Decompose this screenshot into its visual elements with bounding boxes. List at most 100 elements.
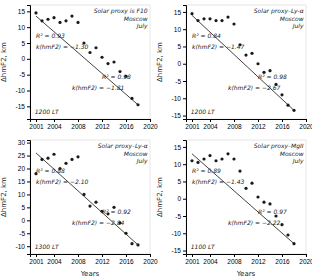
annotation: 1100 LT	[191, 243, 216, 250]
y-tick: 30	[18, 139, 30, 146]
y-tick-mark	[27, 143, 30, 144]
chart-container: 200120042008201220162020-15-10-5051015So…	[0, 0, 312, 280]
plot-frame	[186, 140, 306, 254]
y-tick: 5	[21, 204, 30, 211]
annotation: k(hmF2) = −2.10	[36, 178, 88, 185]
annotation: k(hmF2) = −1.81	[72, 84, 124, 91]
y-tick: -5	[175, 78, 186, 85]
x-tick: 2012	[95, 119, 110, 130]
y-axis-line	[183, 141, 187, 255]
x-tick-label: 2004	[47, 258, 62, 265]
x-tick: 2008	[71, 119, 86, 130]
x-axis: 200120042008201220162020	[185, 119, 312, 130]
x-tick-mark	[36, 254, 37, 257]
x-tick-label: 2016	[275, 123, 290, 130]
x-tick-mark	[210, 254, 211, 257]
panel-title: Solar proxy–Ly-αMoscowJuly	[98, 142, 148, 165]
x-tick: 2020	[299, 254, 312, 265]
x-tick-mark	[282, 119, 283, 122]
y-tick-mark	[183, 12, 186, 13]
y-tick: 10	[18, 24, 30, 31]
y-tick-mark	[183, 46, 186, 47]
y-tick-mark	[27, 169, 30, 170]
annotation: 1300 LT	[35, 243, 60, 250]
x-tick: 2008	[227, 254, 242, 265]
panel-title-line: July	[136, 22, 148, 30]
scatter-point	[52, 153, 55, 156]
scatter-point	[88, 204, 91, 207]
y-tick-mark	[183, 29, 186, 30]
figure: 200120042008201220162020-15-10-5051015So…	[0, 0, 312, 280]
y-axis: -15-10-5051015	[172, 141, 187, 255]
y-tick-label: -15	[172, 247, 182, 254]
y-tick: -5	[175, 213, 186, 220]
x-tick-mark	[78, 119, 79, 122]
panel-title-line: July	[292, 22, 304, 30]
panel-title-line: July	[292, 157, 304, 165]
scatter-point	[76, 155, 79, 158]
scatter-point	[196, 19, 199, 22]
y-tick: 0	[177, 195, 186, 202]
y-tick-label: 0	[21, 217, 25, 224]
panel-title-line: Moscow	[124, 15, 148, 22]
y-tick: 15	[174, 8, 186, 15]
y-tick-mark	[183, 199, 186, 200]
annotation: k(hmF2) = −2.84	[72, 219, 124, 226]
x-tick-label: 2020	[299, 123, 312, 130]
x-tick-label: 2012	[251, 123, 266, 130]
y-tick: 25	[18, 152, 30, 159]
y-tick: 20	[18, 165, 30, 172]
x-tick-mark	[150, 119, 151, 122]
y-tick-mark	[183, 98, 186, 99]
y-tick: -5	[19, 71, 30, 78]
x-tick: 2016	[275, 254, 290, 265]
scatter-point	[46, 18, 49, 21]
y-tick-label: -10	[16, 87, 26, 94]
x-axis: 200120042008201220162020	[29, 119, 158, 130]
scatter-point	[202, 17, 205, 20]
plot-frame	[30, 5, 150, 119]
panel-title: Solar proxy is F10MoscowJuly	[94, 7, 148, 30]
scatter-point	[70, 14, 73, 17]
x-axis-title: Years	[80, 270, 100, 278]
scatter-point	[130, 242, 133, 245]
y-axis-title: ΔhmF2, km	[0, 177, 8, 217]
y-tick: -10	[16, 243, 30, 250]
x-tick: 2001	[185, 254, 200, 265]
y-tick-label: -5	[175, 78, 181, 85]
scatter-point	[274, 214, 277, 217]
x-tick: 2020	[143, 254, 158, 265]
x-tick: 2004	[203, 254, 218, 265]
x-tick-label: 2016	[119, 258, 134, 265]
y-axis: -15-10-5051015	[16, 6, 31, 120]
scatter-point	[226, 15, 229, 18]
x-tick-label: 2001	[185, 123, 200, 130]
trend-line	[36, 16, 138, 105]
scatter-point	[244, 187, 247, 190]
y-tick-label: 0	[177, 60, 181, 67]
x-tick-label: 2008	[71, 258, 86, 265]
scatter-point	[76, 21, 79, 24]
x-tick-label: 2004	[203, 258, 218, 265]
x-tick: 2016	[119, 254, 134, 265]
x-tick-mark	[234, 254, 235, 257]
y-tick-mark	[27, 75, 30, 76]
y-tick-mark	[27, 106, 30, 107]
y-tick-label: 30	[18, 139, 26, 146]
annotation: k(hmF2) = −2.22	[228, 219, 280, 226]
scatter-point	[88, 51, 91, 54]
x-tick: 2012	[251, 119, 266, 130]
y-tick-mark	[183, 181, 186, 182]
annotation: R² = 0.98	[258, 73, 287, 80]
x-tick: 2016	[119, 119, 134, 130]
scatter-point	[196, 161, 199, 164]
scatter-point	[106, 62, 109, 65]
y-tick-label: 5	[21, 40, 25, 47]
x-tick-mark	[102, 254, 103, 257]
marks	[34, 153, 139, 247]
x-tick-mark	[282, 254, 283, 257]
x-tick: 2001	[29, 119, 44, 130]
x-tick: 2004	[47, 254, 62, 265]
x-tick-label: 2012	[251, 258, 266, 265]
y-tick: 5	[21, 40, 30, 47]
